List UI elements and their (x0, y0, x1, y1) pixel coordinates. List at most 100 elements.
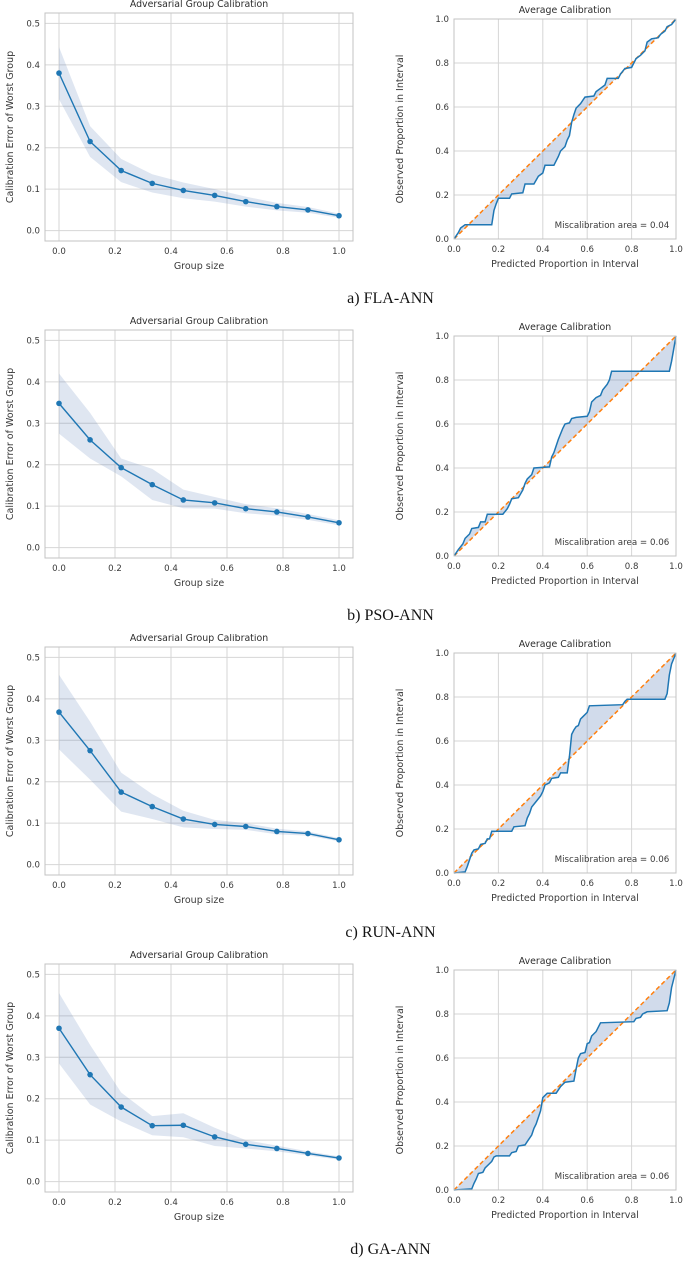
data-point-marker (87, 1071, 93, 1078)
data-point-marker (180, 497, 187, 503)
y-tick-label: 0.2 (26, 144, 40, 154)
axes-spine (453, 335, 677, 557)
adversarial-chart-box: 0.0 0.2 0.4 0.6 0.8 1.0 0.0 0.1 0.2 0.3 0.4 0.5 Adve… (1, 316, 361, 606)
x-tick-label: 0.4 (164, 1198, 178, 1208)
data-point-marker (305, 830, 311, 837)
y-tick-label: 0.2 (435, 1142, 449, 1152)
x-tick-label: 0.6 (220, 881, 234, 891)
y-axis-label: Calibration Error of Worst Group (5, 368, 16, 520)
plot-area (45, 647, 353, 875)
x-tick-label: 0.8 (276, 564, 290, 574)
data-point-marker (180, 816, 187, 822)
x-tick-label: 0.0 (52, 564, 66, 574)
data-point-marker (274, 1145, 280, 1152)
series-line (58, 72, 340, 217)
x-tick-label: 0.6 (580, 879, 594, 889)
chart-title: Adversarial Group Calibration (130, 951, 268, 961)
x-tick-label: 0.0 (447, 245, 461, 255)
y-tick-label: 0.4 (435, 781, 449, 791)
y-tick-label: 0.4 (26, 61, 40, 71)
data-point-marker (242, 198, 249, 205)
y-tick-label: 0.3 (26, 1053, 40, 1063)
data-point-marker (274, 509, 280, 515)
x-tick-label: 0.2 (108, 1198, 122, 1208)
y-tick-label: 0.8 (435, 693, 449, 703)
data-point-marker (87, 437, 93, 443)
x-axis-label: Predicted Proportion in Interval (491, 576, 639, 587)
y-tick-label: 0.1 (26, 185, 40, 195)
plot-area (45, 13, 353, 241)
y-tick-label: 0.0 (435, 235, 449, 245)
calibration-curve (453, 18, 677, 240)
data-point-marker (118, 789, 124, 795)
axes-spine (44, 646, 354, 876)
y-tick-label: 0.2 (26, 778, 40, 788)
x-tick-label: 1.0 (669, 562, 683, 572)
miscalibration-annotation: Miscalibration area = 0.06 (555, 1172, 670, 1182)
y-tick-label: 0.8 (435, 376, 449, 386)
x-tick-label: 0.6 (580, 1196, 594, 1206)
y-axis-label: Observed Proportion in Interval (395, 1006, 406, 1155)
y-tick-label: 0.0 (435, 1186, 449, 1196)
x-tick-label: 0.0 (447, 562, 461, 572)
data-point-marker (56, 1025, 62, 1032)
average-chart-box: Miscalibration area = 0.04 0.0 0.2 0.4 0.6 0.… (391, 0, 684, 289)
confidence-band (59, 993, 339, 1160)
miscalibration-annotation: Miscalibration area = 0.06 (555, 855, 670, 865)
confidence-band (59, 674, 339, 842)
x-tick-label: 0.6 (220, 1198, 234, 1208)
y-tick-label: 0.1 (26, 1136, 40, 1146)
average-calibration-chart: Miscalibration area = 0.06 0.0 0.2 0.4 0.6 0.… (395, 956, 683, 1221)
figure-row: 0.0 0.2 0.4 0.6 0.8 1.0 0.0 0.1 0.2 0.3 0.4 0.5 Adve… (0, 633, 685, 951)
x-tick-label: 0.2 (492, 562, 506, 572)
x-tick-label: 0.6 (580, 245, 594, 255)
axes-spine (453, 652, 677, 874)
x-tick-label: 0.8 (276, 881, 290, 891)
x-tick-label: 1.0 (669, 245, 683, 255)
y-tick-label: 0.0 (435, 552, 449, 562)
x-tick-label: 0.8 (625, 879, 639, 889)
x-tick-label: 0.8 (276, 1198, 290, 1208)
chart-title: Adversarial Group Calibration (130, 0, 268, 10)
x-axis-label: Predicted Proportion in Interval (491, 259, 639, 270)
y-tick-label: 1.0 (435, 15, 449, 25)
y-tick-label: 0.2 (26, 461, 40, 471)
x-axis-label: Group size (174, 261, 225, 272)
data-point-marker (149, 1122, 156, 1129)
x-tick-label: 0.8 (276, 247, 290, 257)
data-point-marker (149, 481, 156, 488)
chart-title: Average Calibration (519, 322, 612, 333)
x-tick-label: 0.2 (108, 881, 122, 891)
average-calibration-chart: Miscalibration area = 0.06 0.0 0.2 0.4 0.6 0.… (395, 322, 683, 587)
data-point-marker (149, 180, 156, 187)
data-point-marker (305, 1150, 311, 1157)
y-tick-label: 0.4 (26, 695, 40, 705)
data-point-marker (87, 138, 93, 145)
axes-spine (44, 12, 354, 242)
x-tick-label: 1.0 (669, 1196, 683, 1206)
calibration-curve (453, 335, 677, 557)
y-tick-label: 0.8 (435, 1010, 449, 1020)
x-tick-label: 1.0 (332, 881, 346, 891)
y-tick-label: 1.0 (435, 332, 449, 342)
plot-area (45, 964, 353, 1192)
charts-pair: 0.0 0.2 0.4 0.6 0.8 1.0 0.0 0.1 0.2 0.3 0.4 0.5 Adve… (0, 316, 685, 606)
x-tick-label: 0.4 (536, 562, 550, 572)
chart-title: Adversarial Group Calibration (130, 317, 268, 327)
average-chart-box: Miscalibration area = 0.06 0.0 0.2 0.4 0.6 0.… (391, 951, 684, 1240)
confidence-band (59, 373, 339, 526)
data-point-marker (149, 803, 156, 810)
figure-row: 0.0 0.2 0.4 0.6 0.8 1.0 0.0 0.1 0.2 0.3 0.4 0.5 Adve… (0, 316, 685, 634)
x-tick-label: 0.4 (164, 247, 178, 257)
charts-pair: 0.0 0.2 0.4 0.6 0.8 1.0 0.0 0.1 0.2 0.3 0.4 0.5 Adve… (0, 950, 685, 1240)
diagonal-reference-line (453, 335, 677, 557)
x-tick-label: 0.8 (625, 245, 639, 255)
x-tick-label: 0.2 (492, 879, 506, 889)
y-tick-label: 0.5 (26, 336, 40, 346)
chart-title: Average Calibration (519, 5, 612, 16)
y-tick-label: 0.3 (26, 736, 40, 746)
x-tick-label: 1.0 (332, 564, 346, 574)
y-tick-label: 0.0 (26, 1178, 40, 1188)
x-tick-label: 0.2 (492, 245, 506, 255)
